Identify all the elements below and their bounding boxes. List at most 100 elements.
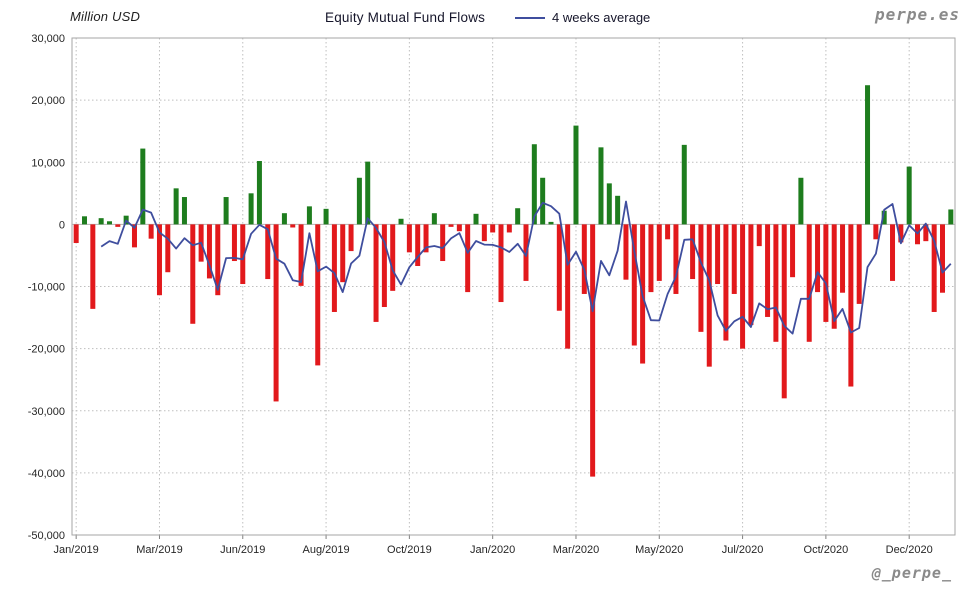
flow-bar bbox=[815, 224, 821, 293]
plot-border bbox=[71, 37, 956, 536]
flow-bar bbox=[756, 224, 762, 247]
flow-bar bbox=[848, 224, 854, 387]
flow-bar bbox=[490, 224, 496, 233]
x-axis-tick-label: Jul/2020 bbox=[722, 544, 764, 556]
flow-bar bbox=[548, 221, 554, 225]
flow-bar bbox=[790, 224, 796, 278]
flow-bar bbox=[315, 224, 321, 366]
flow-bar bbox=[398, 218, 404, 225]
x-axis-tick-label: Mar/2019 bbox=[136, 544, 182, 556]
flow-bar bbox=[515, 208, 521, 225]
flow-bar bbox=[931, 224, 937, 312]
flow-bar bbox=[673, 224, 679, 294]
flow-bar bbox=[273, 224, 279, 402]
flow-bar bbox=[581, 224, 587, 294]
flow-bar bbox=[873, 224, 879, 240]
flow-bar bbox=[556, 224, 562, 311]
flow-bar bbox=[82, 216, 87, 225]
y-axis-tick-label: 10,000 bbox=[31, 157, 65, 169]
flow-bar bbox=[948, 209, 954, 225]
flow-bar bbox=[506, 224, 512, 233]
y-axis-tick-label: -40,000 bbox=[28, 468, 65, 480]
flow-bar bbox=[731, 224, 737, 294]
flow-bar bbox=[140, 148, 146, 225]
flow-bar bbox=[681, 144, 687, 225]
flow-bar bbox=[423, 224, 429, 253]
flow-bar bbox=[265, 224, 271, 280]
twitter-handle: @_perpe_ bbox=[871, 564, 952, 582]
flow-bar bbox=[806, 224, 812, 342]
x-axis-tick-label: Oct/2020 bbox=[804, 544, 849, 556]
flow-bar bbox=[381, 224, 387, 308]
flow-bar bbox=[690, 224, 696, 280]
site-logo: perpe.es bbox=[874, 5, 960, 24]
flow-bar bbox=[181, 197, 187, 225]
flow-bar bbox=[456, 224, 462, 232]
flow-bar bbox=[606, 183, 612, 225]
x-axis-tick-label: Jan/2019 bbox=[54, 544, 99, 556]
flow-bar bbox=[831, 224, 837, 329]
flow-bar bbox=[565, 224, 571, 349]
x-axis-tick-label: May/2020 bbox=[635, 544, 683, 556]
flow-bar bbox=[173, 188, 179, 225]
flow-bar bbox=[498, 224, 504, 303]
flow-bar bbox=[148, 224, 154, 239]
flow-bar bbox=[165, 224, 171, 273]
x-axis-tick-label: Aug/2019 bbox=[303, 544, 350, 556]
flow-bar bbox=[648, 224, 654, 293]
flow-bar bbox=[290, 224, 296, 228]
y-axis-tick-label: 0 bbox=[59, 219, 65, 231]
flow-bar bbox=[106, 221, 112, 225]
flow-bar bbox=[840, 224, 846, 293]
x-axis-tick-label: Jan/2020 bbox=[470, 544, 515, 556]
flow-bar bbox=[765, 224, 771, 317]
flow-bar bbox=[890, 224, 896, 281]
flow-bar bbox=[323, 208, 329, 225]
flow-bar bbox=[348, 224, 354, 252]
y-axis-tick-label: 20,000 bbox=[31, 95, 65, 107]
flow-bar bbox=[698, 224, 704, 332]
flow-bar bbox=[306, 206, 312, 225]
flow-bar bbox=[156, 224, 162, 296]
flow-bar bbox=[598, 147, 604, 225]
flow-bar bbox=[615, 195, 621, 225]
flow-bar bbox=[298, 224, 304, 286]
flow-bar bbox=[781, 224, 787, 399]
chart-title: Equity Mutual Fund Flows bbox=[325, 10, 486, 25]
flow-bar bbox=[573, 125, 579, 225]
flow-bar bbox=[131, 224, 137, 248]
flow-bar bbox=[531, 144, 537, 225]
flow-bar bbox=[406, 224, 412, 253]
flow-bar bbox=[390, 224, 396, 291]
flow-bar bbox=[431, 213, 437, 225]
flow-bar bbox=[365, 161, 371, 225]
flow-bar bbox=[748, 224, 754, 326]
flow-bar bbox=[590, 224, 596, 477]
flow-bar bbox=[115, 224, 121, 227]
flow-bar bbox=[356, 177, 362, 225]
y-axis-tick-label: -10,000 bbox=[28, 282, 65, 294]
flow-bar bbox=[215, 224, 221, 296]
flow-bar bbox=[706, 224, 712, 367]
legend: 4 weeks average bbox=[515, 10, 650, 25]
flow-bar bbox=[73, 224, 79, 244]
four-week-average-line bbox=[100, 200, 952, 335]
flow-bar bbox=[856, 224, 862, 304]
flow-bar bbox=[240, 224, 246, 285]
flow-bar bbox=[906, 166, 912, 225]
flow-bar bbox=[331, 224, 337, 312]
flow-bar bbox=[773, 224, 779, 342]
flow-bar bbox=[190, 224, 196, 324]
flow-bar bbox=[223, 197, 229, 225]
flow-bar bbox=[798, 177, 804, 225]
y-axis-tick-label: -50,000 bbox=[28, 530, 65, 542]
flow-bar bbox=[740, 224, 746, 349]
x-axis-tick-label: Mar/2020 bbox=[553, 544, 599, 556]
flow-bar bbox=[465, 224, 471, 293]
legend-label: 4 weeks average bbox=[552, 10, 651, 25]
y-axis-tick-label: -20,000 bbox=[28, 344, 65, 356]
flow-bar bbox=[715, 224, 721, 285]
flow-bar bbox=[473, 213, 479, 225]
